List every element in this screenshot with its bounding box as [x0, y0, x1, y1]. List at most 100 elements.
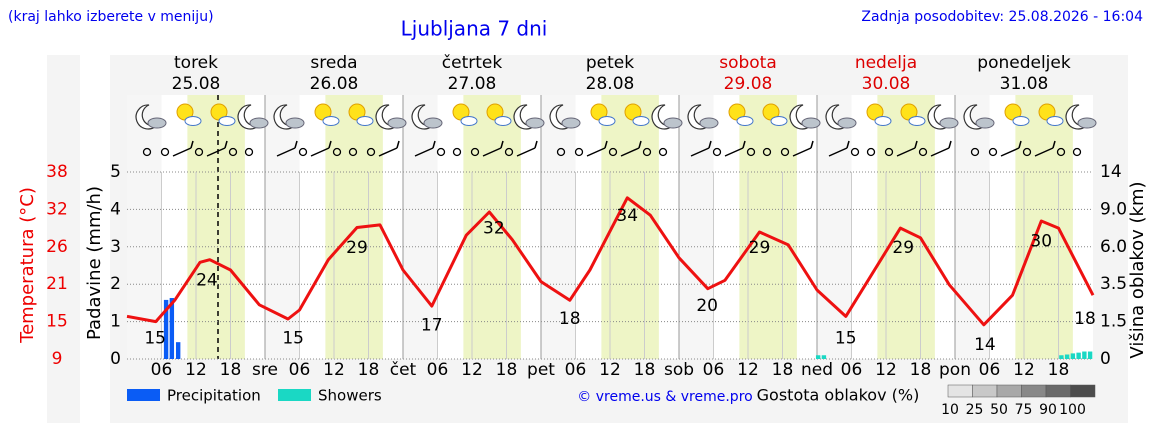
cloud-icon — [356, 116, 374, 126]
y2-tick-label: 0 — [1100, 349, 1111, 369]
wind-calm — [658, 147, 668, 157]
wind-calm — [556, 147, 566, 157]
legend-label: Showers — [318, 387, 382, 405]
wind-calm — [866, 147, 876, 157]
cloud-icon — [975, 117, 995, 129]
x-tick-label: 06 — [841, 360, 863, 380]
precip-bar — [1087, 351, 1093, 359]
precip-bar — [815, 355, 821, 359]
wind-calm — [504, 147, 514, 157]
x-tick-label: 12 — [323, 360, 345, 380]
cloud-legend-title: Gostota oblakov (%) — [757, 386, 920, 405]
wind-calm — [574, 147, 584, 157]
precip-bar — [175, 342, 181, 359]
x-tick-label: sob — [664, 360, 694, 380]
wind-barb — [896, 140, 918, 157]
update-time: Zadnja posodobitev: 25.08.2026 - 16:04 — [861, 9, 1143, 25]
night — [127, 95, 162, 359]
night — [955, 95, 990, 359]
day-date: 25.08 — [172, 74, 221, 94]
night — [679, 95, 714, 359]
cloud-icon — [423, 117, 443, 129]
x-tick-label: 12 — [599, 360, 621, 380]
cloud-icon — [939, 117, 959, 129]
precip-bar — [1064, 354, 1070, 359]
wind-calm — [746, 147, 756, 157]
night — [403, 95, 438, 359]
night — [265, 95, 300, 359]
x-tick-label: pet — [527, 360, 555, 380]
temp-value-label: 14 — [974, 335, 996, 355]
x-tick-label: 06 — [151, 360, 173, 380]
wind-barb — [1034, 140, 1056, 157]
temp-tick-label: 32 — [46, 199, 68, 219]
temp-value-label: 34 — [616, 206, 638, 226]
cloud-icon — [184, 116, 202, 126]
temp-value-label: 15 — [144, 328, 166, 348]
wind-calm — [332, 147, 342, 157]
cloud-icon — [1046, 116, 1064, 126]
cloud-icon — [598, 116, 616, 126]
y-tick-label: 0 — [110, 349, 121, 369]
night — [541, 95, 576, 359]
cloud-icon — [908, 116, 926, 126]
x-tick-label: 18 — [634, 360, 656, 380]
cloud-legend-swatch — [947, 384, 973, 398]
temp-value-label: 15 — [282, 328, 304, 348]
cloud-legend-label: 10 — [941, 402, 959, 418]
temperature-line — [126, 196, 1095, 327]
precip-bar — [169, 298, 175, 359]
cloud-legend-swatch — [1021, 384, 1047, 398]
y2-axis-label: Višina oblakov (km) — [1127, 181, 1148, 358]
wind-calm — [780, 147, 790, 157]
temp-axis-label: Temperatura (°C) — [17, 187, 38, 344]
copyright: © vreme.us & vreme.pro — [577, 389, 752, 405]
day-date: 31.08 — [1000, 74, 1049, 94]
daylight — [877, 95, 935, 359]
day-date: 30.08 — [862, 74, 911, 94]
wind-calm — [1056, 147, 1066, 157]
wind-calm — [918, 147, 928, 157]
x-tick-label: 06 — [289, 360, 311, 380]
wind-calm — [970, 147, 980, 157]
cloud-legend-label: 100 — [1059, 402, 1086, 418]
wind-barb — [690, 140, 712, 157]
temp-value-label: 15 — [835, 328, 857, 348]
wind-barb — [276, 140, 298, 157]
cloud-icon — [1012, 116, 1030, 126]
wind-barb — [620, 140, 642, 157]
cloud-icon — [249, 117, 269, 129]
day-name: torek — [174, 53, 218, 73]
cloud-legend-swatch — [1070, 384, 1096, 398]
x-tick-label: ned — [801, 360, 833, 380]
daylight — [1015, 95, 1073, 359]
cloud-icon — [699, 117, 719, 129]
wind-calm — [348, 147, 358, 157]
legend-swatch — [278, 389, 311, 401]
precip-bar — [1059, 355, 1064, 359]
cloud-icon — [460, 116, 478, 126]
left-panel — [47, 55, 80, 423]
cloud-icon — [736, 116, 754, 126]
x-tick-label: pon — [939, 360, 971, 380]
day-name: sreda — [310, 53, 357, 73]
temp-value-label: 18 — [1074, 309, 1096, 329]
night — [817, 95, 852, 359]
cloud-icon — [632, 116, 650, 126]
temp-value-label: 18 — [559, 309, 581, 329]
wind-barb — [482, 140, 504, 157]
cloud-icon — [663, 117, 683, 129]
temp-tick-label: 15 — [46, 312, 68, 332]
x-tick-label: 12 — [461, 360, 483, 380]
wind-calm — [762, 147, 772, 157]
wind-calm — [298, 147, 308, 157]
temp-value-label: 30 — [1030, 232, 1052, 252]
y2-tick-label: 6.0 — [1100, 237, 1127, 257]
x-tick-label: 06 — [703, 360, 725, 380]
wind-barb — [378, 140, 400, 157]
cloud-legend-swatch — [996, 384, 1022, 398]
wind-barb — [724, 140, 746, 157]
cloud-icon — [561, 117, 581, 129]
temp-tick-label: 26 — [46, 237, 68, 257]
